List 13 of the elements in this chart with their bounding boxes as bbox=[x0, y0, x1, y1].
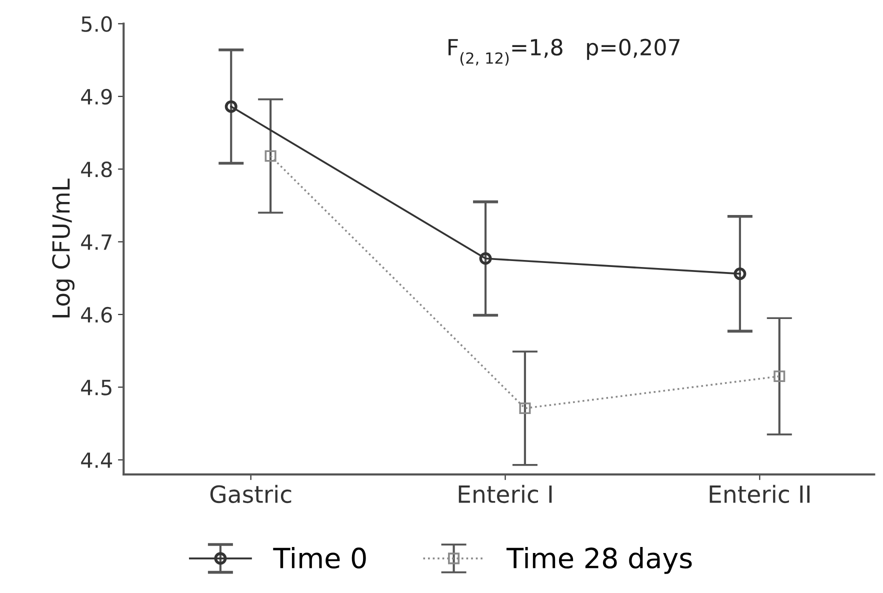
y-tick-label: 4.4 bbox=[81, 452, 112, 468]
y-tick-label: 4.5 bbox=[81, 380, 112, 396]
y-axis-title: Log CFU/mL bbox=[52, 178, 75, 318]
legend-label: Time 0 bbox=[273, 547, 366, 569]
legend-label: Time 28 days bbox=[506, 547, 692, 574]
y-tick-label: 4.8 bbox=[81, 162, 112, 178]
y-tick-label: 4.7 bbox=[81, 234, 112, 250]
y-tick-label: 5.0 bbox=[82, 16, 112, 32]
x-tick-label: Gastric bbox=[210, 484, 292, 504]
x-tick-label: Enteric II bbox=[710, 484, 810, 504]
y-tick-label: 4.6 bbox=[81, 306, 112, 323]
x-tick-label: Enteric I bbox=[458, 484, 552, 504]
y-tick-label: 4.9 bbox=[81, 88, 112, 105]
